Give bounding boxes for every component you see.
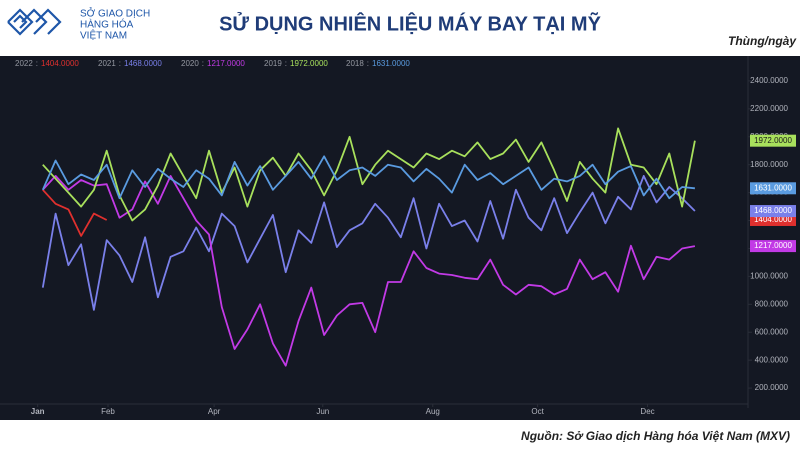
series-line xyxy=(41,175,696,311)
y-tick-label: 800.0000 xyxy=(755,299,789,308)
legend-separator: : xyxy=(202,59,204,68)
legend-entry: 2022:1404.0000 xyxy=(15,59,79,68)
legend-separator: : xyxy=(285,59,287,68)
last-value-box xyxy=(750,240,796,253)
x-tick-label: Apr xyxy=(208,407,221,416)
source-note: Nguồn: Sở Giao dịch Hàng hóa Việt Nam (M… xyxy=(521,429,790,443)
legend-value: 1468.0000 xyxy=(124,59,162,68)
y-tick-label: 1800.0000 xyxy=(750,160,788,169)
legend-entry: 2021:1468.0000 xyxy=(98,59,162,68)
legend-name: 2018 xyxy=(346,59,364,68)
legend-entry: 2018:1631.0000 xyxy=(346,59,410,68)
unit-label: Thùng/ngày xyxy=(728,34,797,48)
legend-value: 1217.0000 xyxy=(207,59,245,68)
y-tick-label: 1000.0000 xyxy=(750,271,788,280)
x-tick-label: Jun xyxy=(316,407,329,416)
legend-name: 2022 xyxy=(15,59,33,68)
x-tick-label: Oct xyxy=(531,407,544,416)
last-value-box xyxy=(750,182,796,195)
y-tick-label: 600.0000 xyxy=(755,327,789,336)
legend-value: 1404.0000 xyxy=(41,59,79,68)
legend-name: 2020 xyxy=(181,59,199,68)
legend-separator: : xyxy=(119,59,121,68)
logo-text: SỞ GIAO DỊCH xyxy=(80,7,150,20)
x-tick-label: Jan xyxy=(31,407,45,416)
legend-value: 1631.0000 xyxy=(372,59,410,68)
last-value-label: 1404.0000 xyxy=(754,215,792,224)
logo-text: HÀNG HÓA xyxy=(80,18,134,31)
y-tick-label: 2200.0000 xyxy=(750,104,788,113)
legend-entry: 2019:1972.0000 xyxy=(264,59,328,68)
logo-icon xyxy=(7,8,62,36)
series-line xyxy=(41,155,695,200)
legend-entry: 2020:1217.0000 xyxy=(181,59,245,68)
last-value-box xyxy=(750,134,796,147)
y-tick-label: 200.0000 xyxy=(755,383,789,392)
legend-name: 2019 xyxy=(264,59,282,68)
chart-title: SỬ DỤNG NHIÊN LIỆU MÁY BAY TẠI MỸ xyxy=(219,11,601,35)
last-value-label: 1217.0000 xyxy=(754,241,792,250)
last-value-box xyxy=(750,205,796,218)
legend-name: 2021 xyxy=(98,59,116,68)
last-value-label: 1631.0000 xyxy=(754,183,792,192)
chart-background xyxy=(0,56,800,420)
series-line xyxy=(42,189,108,237)
x-tick-label: Feb xyxy=(101,407,115,416)
legend-value: 1972.0000 xyxy=(290,59,328,68)
y-tick-label: 2400.0000 xyxy=(750,76,788,85)
legend-separator: : xyxy=(36,59,38,68)
legend-separator: : xyxy=(367,59,369,68)
logo-text: VIỆT NAM xyxy=(80,29,127,42)
series-line xyxy=(42,175,696,367)
y-tick-label: 400.0000 xyxy=(755,355,789,364)
last-value-label: 1468.0000 xyxy=(754,206,792,215)
last-value-label: 1972.0000 xyxy=(754,136,792,145)
x-tick-label: Aug xyxy=(426,407,440,416)
x-tick-label: Dec xyxy=(640,407,654,416)
